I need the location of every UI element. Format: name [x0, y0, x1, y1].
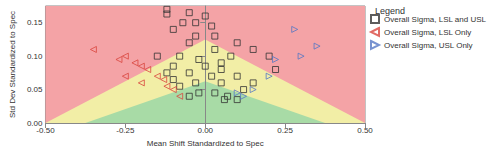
svg-text:Overall Sigma, USL Only: Overall Sigma, USL Only: [384, 41, 473, 50]
svg-text:Std Dev Standardized to Spec: Std Dev Standardized to Spec: [8, 11, 17, 118]
svg-text:0.15: 0.15: [27, 18, 43, 27]
svg-text:-0.25: -0.25: [116, 126, 135, 135]
svg-text:0.00: 0.00: [197, 126, 213, 135]
svg-text:Mean Shift Standardized to Spe: Mean Shift Standardized to Spec: [147, 139, 264, 148]
svg-text:Legend: Legend: [375, 6, 405, 16]
svg-text:Overall Sigma, LSL Only: Overall Sigma, LSL Only: [384, 28, 471, 37]
svg-text:Overall Sigma, LSL and USL: Overall Sigma, LSL and USL: [384, 15, 487, 24]
svg-text:0.00: 0.00: [26, 118, 43, 128]
svg-text:0.50: 0.50: [357, 126, 373, 135]
svg-text:0.05: 0.05: [27, 85, 43, 94]
svg-text:0.25: 0.25: [277, 126, 293, 135]
svg-text:0.10: 0.10: [27, 52, 43, 61]
svg-text:-0.50: -0.50: [36, 126, 55, 135]
